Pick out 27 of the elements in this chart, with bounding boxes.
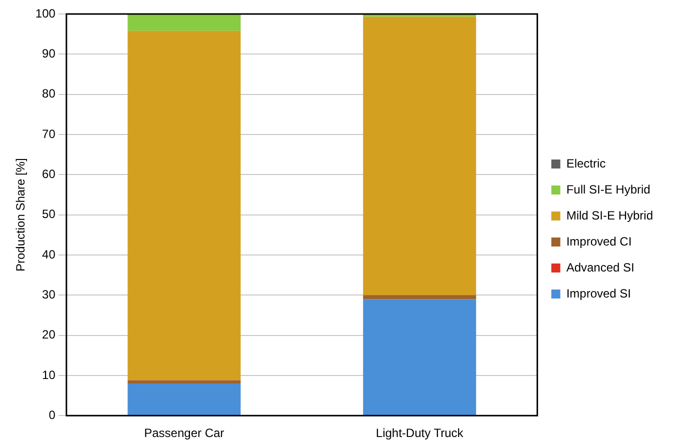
legend-label: Electric — [566, 156, 606, 170]
y-tick-label: 60 — [42, 166, 56, 181]
y-tick-label: 40 — [42, 247, 56, 262]
bar — [363, 299, 476, 416]
y-tick-label: 90 — [42, 46, 56, 60]
y-tick-label: 20 — [42, 328, 56, 342]
bar — [128, 383, 241, 416]
y-tick-label: 0 — [48, 408, 56, 422]
x-tick-label: Light-Duty Truck — [376, 426, 464, 440]
y-tick-label: 10 — [42, 368, 56, 382]
bar — [363, 16, 476, 296]
y-tick-label: 100 — [35, 6, 56, 20]
legend-label: Full SI-E Hybrid — [566, 182, 650, 196]
y-tick-label: 50 — [42, 207, 56, 222]
y-axis-title: Production Share [%] — [14, 158, 28, 272]
y-tick-label: 30 — [42, 287, 56, 302]
bar — [128, 30, 241, 380]
y-tick-label: 80 — [42, 86, 56, 101]
bar — [128, 380, 241, 384]
legend-label: Improved SI — [566, 286, 632, 300]
bar — [128, 14, 241, 31]
y-tick-label: 70 — [42, 126, 56, 141]
legend-label: Mild SI-E Hybrid — [566, 208, 654, 222]
legend-label: Improved CI — [566, 234, 632, 248]
bar — [363, 295, 476, 300]
legend-label: Advanced SI — [566, 260, 634, 274]
x-tick-label: Passenger Car — [144, 426, 224, 440]
